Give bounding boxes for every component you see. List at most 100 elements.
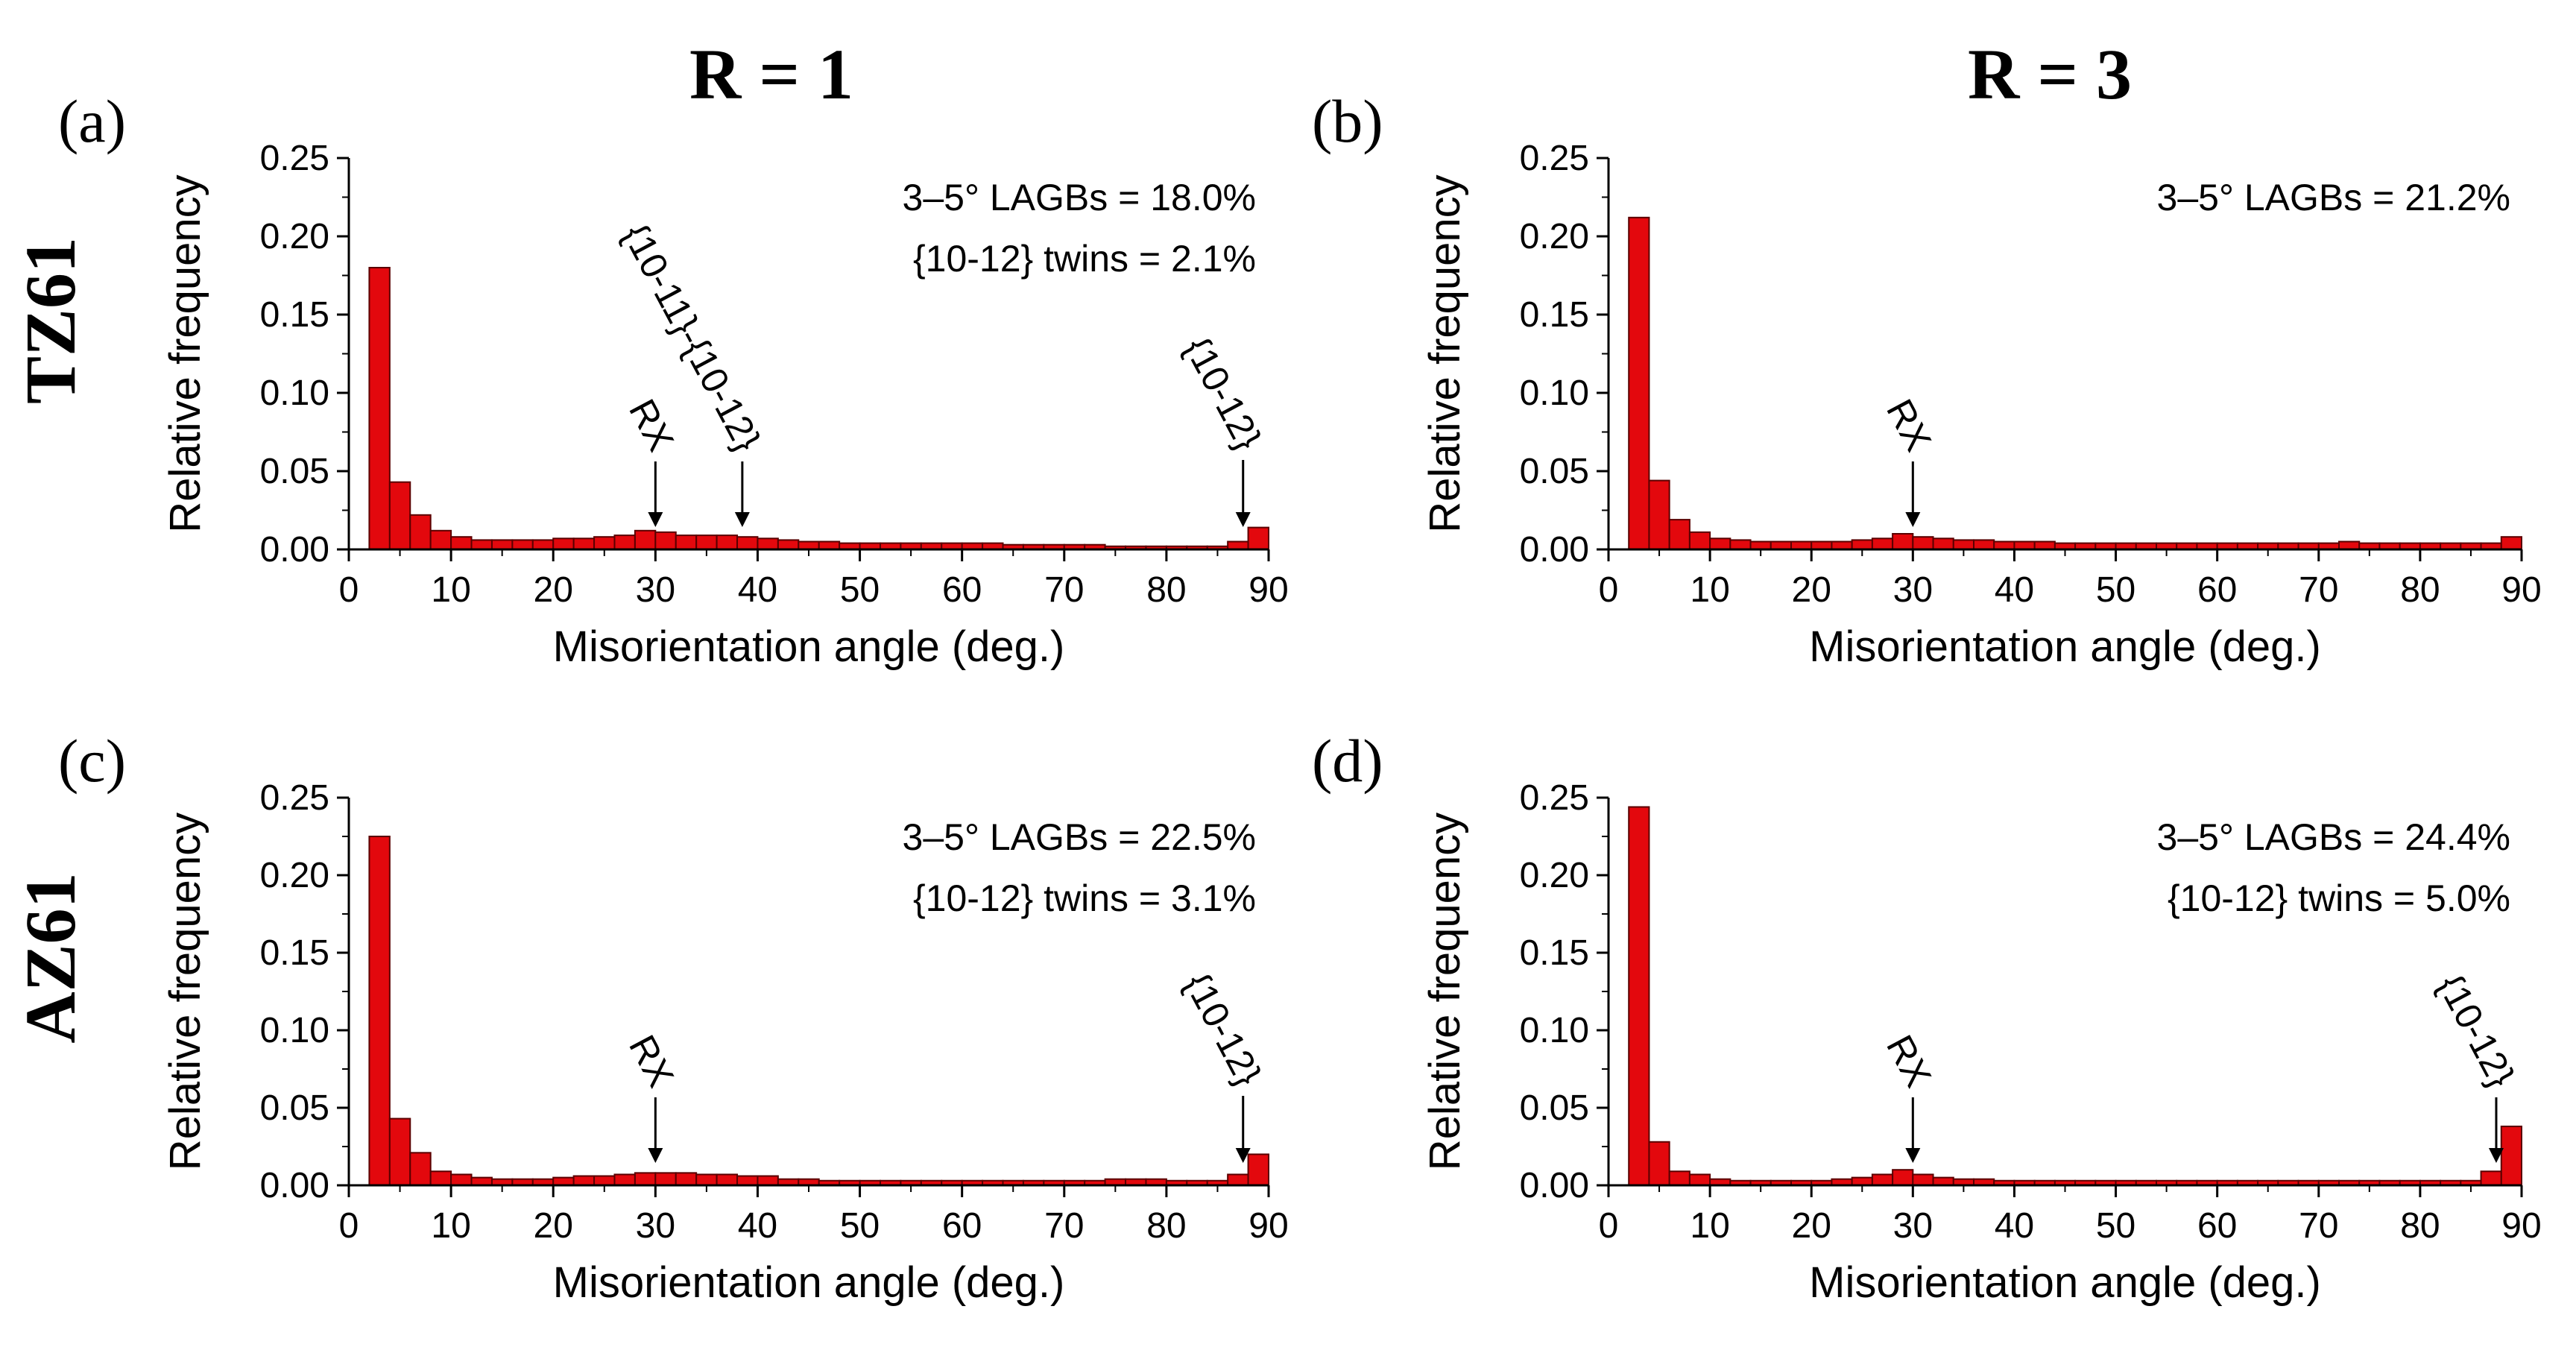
histogram-bar	[675, 535, 698, 550]
y-tick-label: 0.15	[1520, 295, 1589, 335]
y-tick-label: 0.10	[260, 373, 329, 413]
annotation-arrow-head	[2488, 1148, 2504, 1163]
panels: (a) 0 10 20 30 40 50 60 70 80 90 0.00 0.05 0.10 0.15 0.…	[58, 87, 2542, 1307]
stats-text: 3–5° LAGBs = 22.5%	[903, 816, 1256, 858]
annotation-label: RX	[1878, 393, 1939, 458]
y-tick-label: 0.25	[1520, 139, 1589, 178]
histogram-bar	[1648, 479, 1670, 550]
histogram-bar	[798, 540, 820, 550]
histogram-bar	[531, 539, 555, 551]
row-header-az61: AZ61	[10, 872, 90, 1043]
histogram-bar	[593, 536, 616, 551]
y-tick-label: 0.05	[1520, 452, 1589, 491]
histogram-bar	[1227, 540, 1249, 550]
histogram-bar	[757, 1175, 779, 1187]
y-tick-label: 0.20	[260, 217, 329, 256]
y-tick-label: 0.15	[260, 933, 329, 973]
histogram-bar	[2500, 536, 2523, 551]
histogram-bar	[695, 1173, 718, 1186]
y-tick-label: 0.05	[1520, 1088, 1589, 1128]
histogram-bar	[818, 540, 841, 550]
histogram-bar	[1892, 1169, 1914, 1186]
x-tick-label: 0	[1599, 1206, 1619, 1246]
x-tick-label: 10	[1690, 1206, 1729, 1246]
x-axis-title: Misorientation angle (deg.)	[553, 1258, 1065, 1307]
stats-text: {10-12} twins = 2.1%	[913, 238, 1256, 280]
histogram-bar	[1851, 539, 1873, 551]
x-tick-label: 50	[2096, 570, 2135, 610]
x-tick-label: 30	[1893, 570, 1933, 610]
x-tick-label: 50	[840, 570, 880, 610]
histogram-bar	[1932, 1176, 1954, 1186]
x-tick-label: 30	[1893, 1206, 1933, 1246]
histogram-bar	[1993, 540, 2015, 550]
histogram-bar	[695, 535, 718, 550]
x-tick-label: 80	[2400, 1206, 2440, 1246]
histogram-bar	[470, 539, 493, 551]
histogram-bar	[593, 1175, 616, 1187]
histogram-bar	[368, 267, 391, 550]
y-axis-title: Relative frequency	[161, 174, 209, 532]
annotation-arrow-head	[734, 512, 750, 527]
x-tick-label: 40	[738, 570, 777, 610]
x-tick-label: 80	[1146, 1206, 1186, 1246]
histogram-bar	[2033, 540, 2056, 550]
histogram-bar	[368, 836, 391, 1186]
x-tick-label: 10	[431, 1206, 470, 1246]
histogram-bar	[2338, 540, 2361, 550]
x-tick-label: 70	[2299, 1206, 2338, 1246]
y-tick-label: 0.00	[1520, 1166, 1589, 1205]
y-tick-label: 0.25	[260, 778, 329, 818]
x-tick-label: 80	[1146, 570, 1186, 610]
y-tick-label: 0.00	[260, 530, 329, 570]
x-tick-label: 70	[1044, 1206, 1084, 1246]
annotation-label: RX	[621, 393, 682, 458]
histogram-bar	[1831, 540, 1853, 550]
histogram-bar	[1770, 540, 1793, 550]
x-tick-label: 20	[1792, 1206, 1831, 1246]
x-tick-label: 10	[1690, 570, 1729, 610]
x-axis-title: Misorientation angle (deg.)	[553, 622, 1065, 671]
x-tick-label: 40	[738, 1206, 777, 1246]
histogram-bar	[409, 1152, 432, 1186]
histogram-bar	[470, 1176, 493, 1186]
histogram-bar	[572, 1175, 596, 1187]
histogram-bar	[1668, 1170, 1690, 1187]
panel-letter: (d)	[1312, 727, 1383, 795]
histogram-bar	[777, 539, 800, 551]
x-tick-label: 60	[2197, 570, 2237, 610]
chart-panel-b: (b) 0 10 20 30 40 50 60 70 80 90 0.00 0.05 0.10 0.15 0.…	[1312, 87, 2542, 671]
histogram-bar	[388, 1117, 411, 1187]
histogram-bar	[1892, 533, 1914, 550]
histogram-bar	[1688, 1173, 1711, 1186]
annotation-label: {10-12}	[1176, 966, 1269, 1092]
histogram-bar	[409, 514, 432, 550]
x-tick-label: 70	[1044, 570, 1084, 610]
histogram-bar	[716, 1173, 739, 1186]
panel-letter: (a)	[58, 87, 126, 155]
histogram-bar	[1709, 537, 1731, 550]
histogram-bar	[1932, 537, 1954, 550]
histogram-bar	[654, 1172, 677, 1186]
x-tick-label: 60	[2197, 1206, 2237, 1246]
histogram-bar	[613, 535, 636, 550]
y-tick-label: 0.25	[260, 139, 329, 178]
histogram-bar	[1688, 531, 1711, 551]
histogram-bar	[552, 537, 575, 550]
histogram-bar	[654, 531, 677, 551]
annotation-arrow-head	[1235, 1148, 1251, 1163]
x-tick-label: 60	[942, 570, 982, 610]
histogram-bar	[1749, 540, 1772, 550]
histogram-bar	[450, 536, 473, 551]
panel-letter: (c)	[58, 727, 126, 795]
histogram-bar	[1871, 1173, 1894, 1186]
x-tick-label: 40	[1995, 1206, 2034, 1246]
stats-text: {10-12} twins = 5.0%	[2168, 877, 2510, 919]
y-tick-label: 0.10	[1520, 373, 1589, 413]
x-tick-label: 60	[942, 1206, 982, 1246]
histogram-bar	[1912, 536, 1934, 551]
y-axis-title: Relative frequency	[1421, 813, 1469, 1170]
y-axis-title: Relative frequency	[1421, 174, 1469, 532]
histogram-bar	[2500, 1125, 2523, 1186]
